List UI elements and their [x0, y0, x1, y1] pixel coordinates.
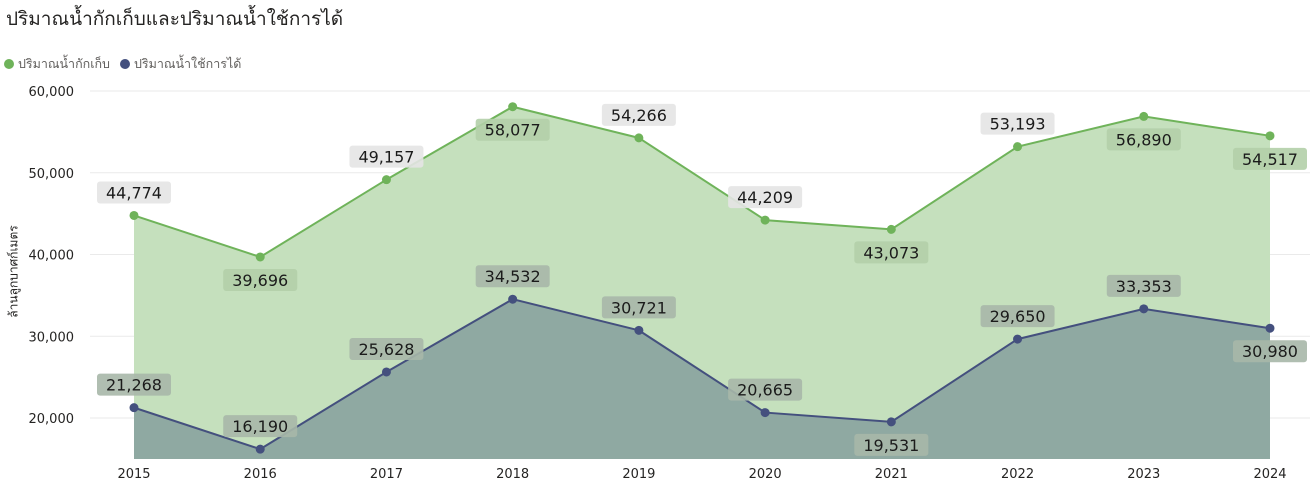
data-label-bg-usable [980, 305, 1055, 328]
data-label-bg-storage [349, 145, 424, 168]
data-label-bg-usable [97, 373, 171, 396]
x-tick-label: 2017 [370, 467, 403, 482]
data-label-bg-usable [349, 337, 424, 360]
data-label-bg-usable [1106, 274, 1181, 297]
x-tick-label: 2024 [1253, 467, 1286, 482]
line-usable [133, 298, 1271, 451]
data-label-usable: 33,353 [1116, 277, 1172, 296]
data-label-bg-usable [223, 415, 298, 438]
area-usable [134, 299, 1270, 459]
point-storage [381, 175, 391, 185]
legend: ปริมาณน้ำกักเก็บ ปริมาณน้ำใช้การได้ [4, 54, 241, 74]
data-label-storage: 44,209 [737, 188, 793, 207]
data-label-bg-storage [475, 118, 550, 141]
x-tick-label: 2015 [117, 467, 150, 482]
y-tick-label: 20,000 [29, 412, 75, 427]
legend-item-usable[interactable]: ปริมาณน้ำใช้การได้ [119, 54, 242, 74]
data-label-storage: 44,774 [106, 183, 162, 202]
point-usable [255, 444, 265, 454]
data-label-bg-storage [1106, 128, 1181, 151]
point-storage [508, 102, 518, 112]
data-label-bg-storage [223, 268, 298, 291]
data-label-storage: 43,073 [863, 243, 919, 262]
point-usable [760, 408, 770, 418]
data-label-storage: 39,696 [232, 271, 288, 290]
data-label-bg-storage [854, 241, 929, 264]
legend-label-storage: ปริมาณน้ำกักเก็บ [18, 56, 110, 71]
data-label-usable: 30,721 [611, 298, 667, 317]
y-tick-label: 40,000 [29, 249, 75, 264]
data-label-bg-storage [601, 103, 676, 126]
point-usable [1265, 323, 1275, 333]
line-storage [133, 105, 1271, 259]
data-label-bg-usable [1233, 340, 1307, 363]
data-label-storage: 56,890 [1116, 130, 1172, 149]
point-usable [508, 294, 518, 304]
point-storage [1139, 111, 1149, 121]
point-storage [760, 215, 770, 225]
point-usable [886, 417, 896, 427]
point-usable [1013, 334, 1023, 344]
data-label-storage: 54,266 [611, 106, 667, 125]
point-usable [129, 403, 139, 413]
data-label-storage: 53,193 [990, 115, 1046, 134]
data-label-usable: 25,628 [358, 340, 414, 359]
y-tick-label: 30,000 [29, 330, 75, 345]
x-tick-label: 2023 [1127, 467, 1160, 482]
data-label-storage: 58,077 [485, 121, 541, 140]
point-storage [1265, 131, 1275, 141]
data-label-bg-usable [854, 433, 929, 456]
point-usable [634, 325, 644, 335]
x-tick-label: 2018 [496, 467, 529, 482]
data-label-usable: 16,190 [232, 417, 288, 436]
legend-item-storage[interactable]: ปริมาณน้ำกักเก็บ [4, 54, 110, 74]
data-label-bg-storage [980, 112, 1055, 135]
data-label-storage: 54,517 [1242, 150, 1298, 169]
data-label-usable: 29,650 [990, 307, 1046, 326]
data-label-usable: 19,531 [863, 436, 919, 455]
x-tick-label: 2019 [622, 467, 655, 482]
data-label-bg-usable [601, 296, 676, 319]
x-tick-label: 2022 [1001, 467, 1034, 482]
chart-title: ปริมาณน้ำกักเก็บและปริมาณน้ำใช้การได้ [6, 8, 344, 30]
point-storage [129, 210, 139, 220]
data-label-bg-storage [728, 186, 803, 209]
data-label-usable: 20,665 [737, 381, 793, 400]
x-tick-label: 2016 [244, 467, 277, 482]
point-storage [1013, 142, 1023, 152]
point-storage [886, 224, 896, 234]
legend-marker-storage [4, 59, 14, 69]
y-tick-label: 50,000 [29, 167, 75, 182]
point-usable [1139, 304, 1149, 314]
data-label-usable: 30,980 [1242, 342, 1298, 361]
point-usable [381, 367, 391, 377]
data-label-usable: 21,268 [106, 376, 162, 395]
point-storage [255, 252, 265, 262]
point-storage [634, 133, 644, 143]
legend-marker-usable [119, 59, 130, 69]
data-label-usable: 34,532 [485, 267, 541, 286]
data-label-bg-storage [97, 181, 171, 204]
data-label-bg-usable [475, 265, 550, 288]
data-label-bg-storage [1233, 147, 1307, 170]
y-tick-label: 60,000 [29, 85, 75, 100]
legend-label-usable: ปริมาณน้ำใช้การได้ [133, 56, 242, 71]
data-label-bg-usable [728, 378, 803, 401]
data-label-storage: 49,157 [358, 148, 414, 167]
x-tick-label: 2020 [749, 467, 782, 482]
x-tick-label: 2021 [875, 467, 908, 482]
